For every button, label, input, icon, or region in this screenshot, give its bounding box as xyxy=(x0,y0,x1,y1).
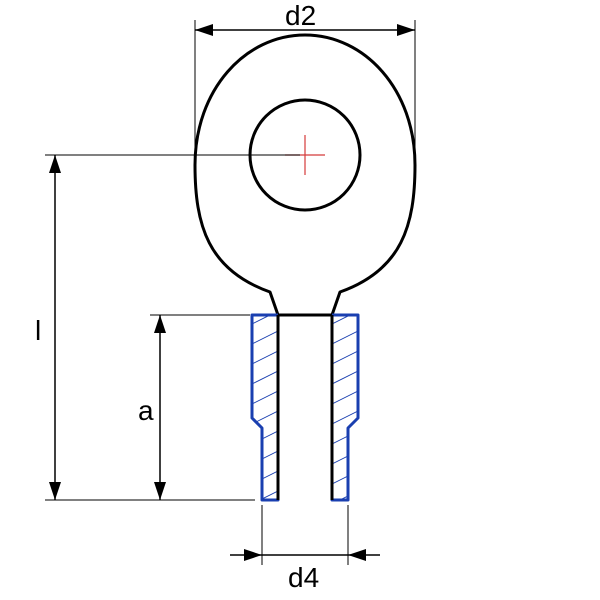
label-l: l xyxy=(35,315,41,346)
dimension-a: a xyxy=(138,315,250,500)
label-a: a xyxy=(138,395,154,426)
label-d4: d4 xyxy=(288,562,319,593)
ring-terminal-diagram: d2 l a d4 xyxy=(0,0,600,600)
insulation-sleeve xyxy=(240,300,380,510)
dimension-d4: d4 xyxy=(230,505,380,593)
label-d2: d2 xyxy=(285,0,316,31)
